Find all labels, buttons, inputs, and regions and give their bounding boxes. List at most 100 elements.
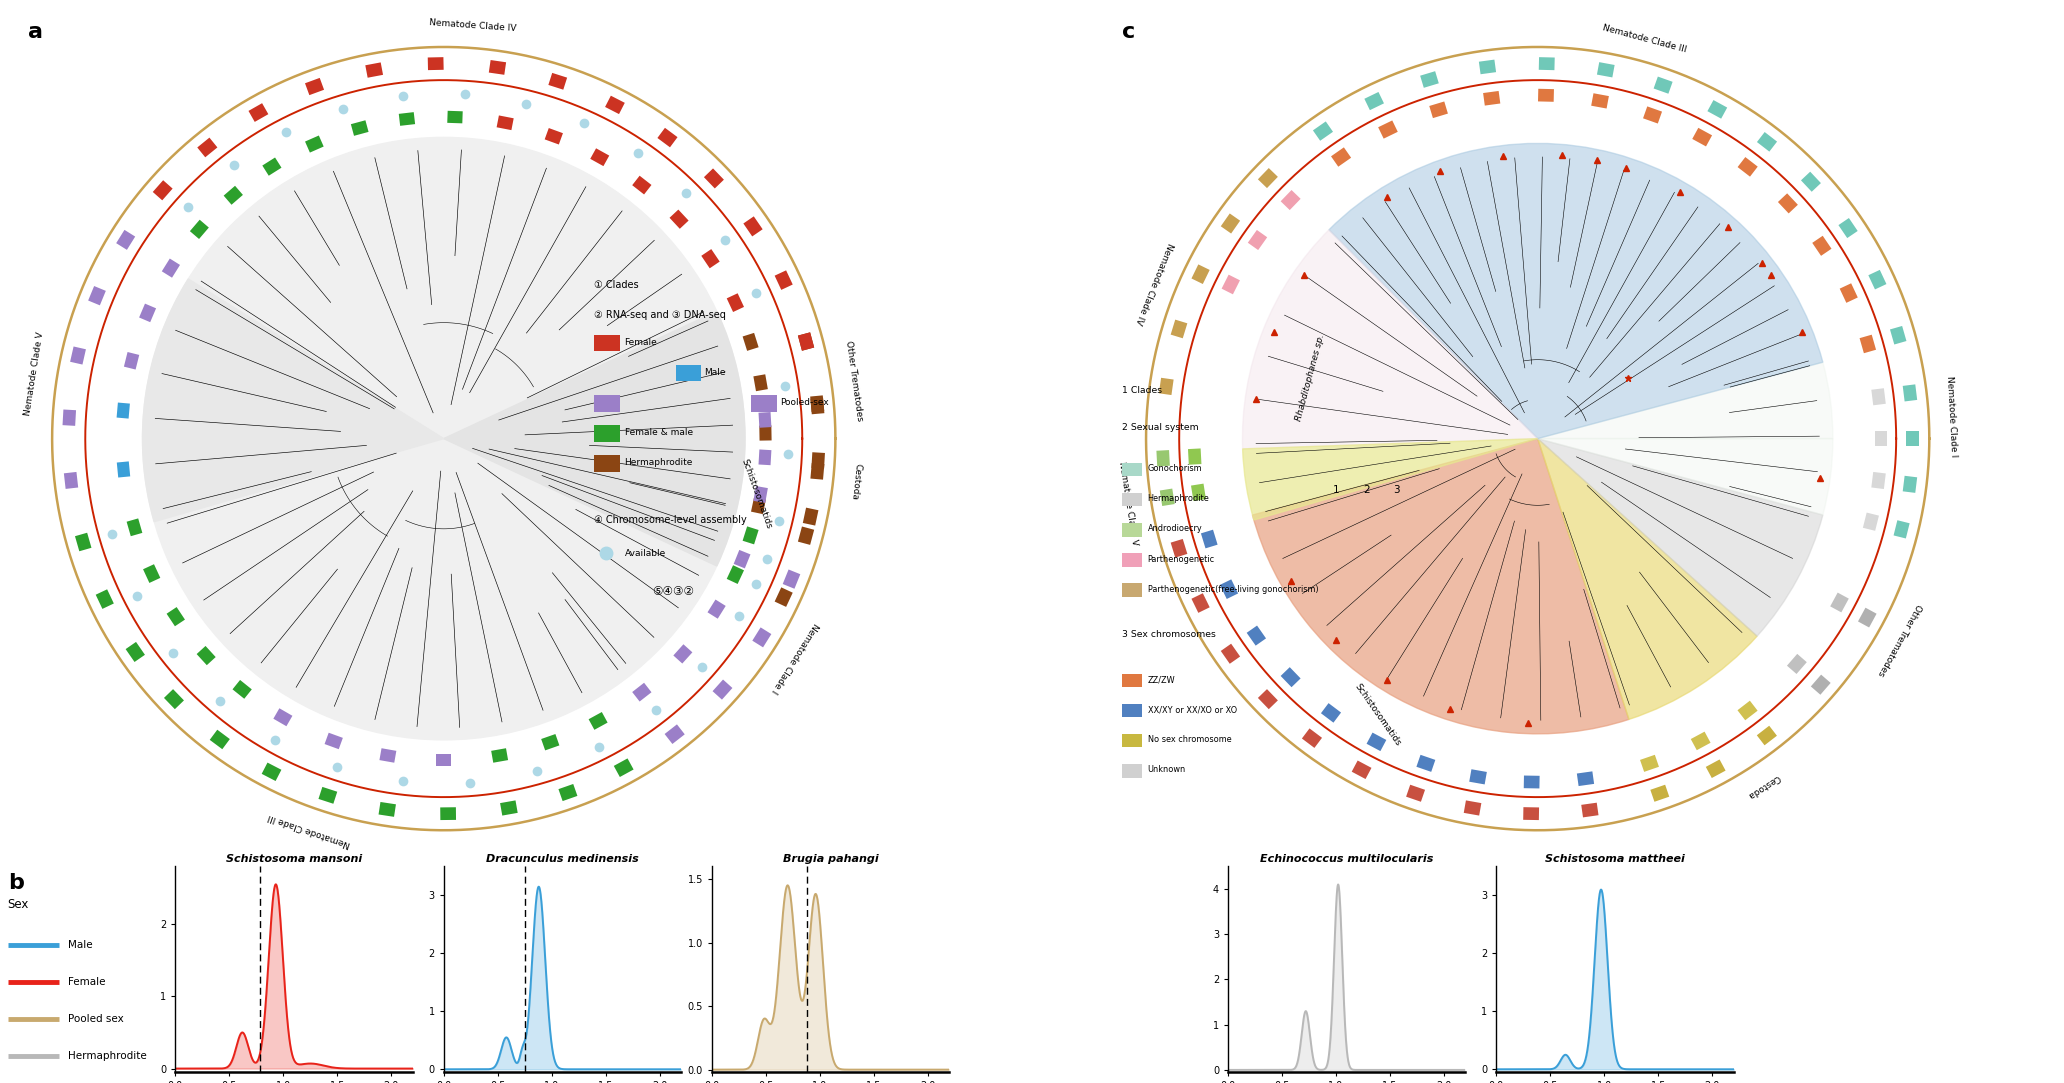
- Text: No sex chromosome: No sex chromosome: [1148, 735, 1232, 744]
- Title: Schistosoma mansoni: Schistosoma mansoni: [225, 854, 363, 864]
- Bar: [196, 645, 217, 665]
- Text: Nematode Clade V: Nematode Clade V: [23, 331, 45, 416]
- Text: Nematode Clade I: Nematode Clade I: [770, 622, 819, 695]
- Bar: [167, 608, 186, 626]
- Bar: [126, 642, 144, 662]
- Bar: [378, 803, 396, 817]
- Bar: [594, 395, 619, 412]
- Bar: [799, 526, 813, 545]
- Bar: [1538, 89, 1554, 102]
- Text: Nematode Clade I: Nematode Clade I: [1944, 376, 1959, 458]
- Bar: [1191, 264, 1210, 284]
- Text: c: c: [1123, 22, 1135, 42]
- Bar: [163, 689, 184, 709]
- Bar: [1651, 785, 1670, 801]
- Bar: [1839, 284, 1858, 303]
- Bar: [138, 303, 157, 322]
- Text: Hermaphrodite: Hermaphrodite: [1148, 494, 1210, 504]
- Text: Male: Male: [704, 368, 727, 377]
- Bar: [305, 135, 324, 153]
- Bar: [760, 426, 772, 441]
- Bar: [811, 462, 824, 480]
- Bar: [811, 397, 824, 415]
- Bar: [1872, 472, 1886, 490]
- Bar: [211, 730, 229, 749]
- Bar: [398, 113, 415, 126]
- Bar: [1540, 57, 1554, 70]
- Bar: [1653, 77, 1672, 94]
- Text: Parthenogenetic(free-living gonochorism): Parthenogenetic(free-living gonochorism): [1148, 585, 1319, 593]
- Text: 3: 3: [1393, 485, 1399, 495]
- Bar: [89, 286, 105, 305]
- Bar: [365, 63, 384, 78]
- Bar: [1364, 92, 1385, 110]
- Bar: [1220, 213, 1240, 234]
- Bar: [262, 157, 281, 175]
- Text: Female: Female: [68, 977, 105, 987]
- Bar: [799, 332, 813, 351]
- Bar: [1123, 674, 1141, 687]
- Bar: [1868, 270, 1886, 289]
- Text: Sex: Sex: [8, 898, 29, 911]
- Bar: [559, 784, 578, 801]
- Bar: [223, 186, 244, 205]
- Bar: [116, 403, 130, 419]
- Bar: [70, 347, 87, 365]
- Text: 1 Clades: 1 Clades: [1123, 387, 1162, 395]
- Bar: [1220, 643, 1240, 664]
- Text: Hermaphrodite: Hermaphrodite: [625, 458, 694, 467]
- Bar: [272, 708, 293, 727]
- Bar: [489, 60, 506, 75]
- Text: XX/XY or XX/XO or XO: XX/XY or XX/XO or XO: [1148, 705, 1236, 715]
- Bar: [1191, 593, 1210, 613]
- Bar: [1280, 190, 1300, 210]
- Text: Nematode Clade V: Nematode Clade V: [1117, 461, 1139, 546]
- Text: ⑤④③②: ⑤④③②: [652, 585, 694, 598]
- Bar: [1191, 484, 1205, 501]
- Bar: [1705, 759, 1726, 778]
- Bar: [499, 800, 518, 815]
- Title: Echinococcus multilocularis: Echinococcus multilocularis: [1261, 854, 1432, 864]
- Bar: [448, 110, 462, 123]
- Bar: [1738, 701, 1759, 720]
- Bar: [1872, 388, 1886, 405]
- Bar: [757, 412, 772, 428]
- Bar: [727, 293, 743, 312]
- Bar: [1903, 384, 1917, 402]
- Text: ② RNA-seq and ③ DNA-seq: ② RNA-seq and ③ DNA-seq: [594, 310, 727, 321]
- Text: Cestoda: Cestoda: [1746, 772, 1781, 800]
- Text: 2: 2: [1362, 485, 1370, 495]
- Wedge shape: [1538, 362, 1833, 439]
- Text: Available: Available: [625, 549, 667, 558]
- Bar: [1220, 579, 1238, 599]
- Bar: [440, 807, 456, 820]
- Title: Brugia pahangi: Brugia pahangi: [782, 854, 879, 864]
- Bar: [1366, 732, 1387, 752]
- Bar: [605, 95, 625, 114]
- Bar: [427, 57, 444, 70]
- Bar: [305, 78, 324, 95]
- Bar: [1484, 91, 1501, 105]
- Bar: [64, 472, 78, 488]
- Bar: [811, 453, 826, 469]
- Bar: [262, 762, 281, 781]
- Bar: [1160, 488, 1174, 506]
- Bar: [1802, 172, 1820, 192]
- Bar: [161, 259, 180, 277]
- Bar: [1416, 755, 1434, 772]
- Bar: [1577, 771, 1593, 786]
- Bar: [1123, 523, 1141, 536]
- Bar: [743, 217, 764, 236]
- Text: Hermaphrodite: Hermaphrodite: [68, 1051, 147, 1060]
- Bar: [1470, 769, 1486, 784]
- Bar: [1831, 592, 1849, 612]
- Bar: [702, 249, 720, 269]
- Text: Nematode Clade IV: Nematode Clade IV: [429, 17, 516, 32]
- Bar: [1707, 100, 1728, 119]
- Bar: [1420, 71, 1439, 88]
- Bar: [1690, 732, 1711, 751]
- Bar: [1123, 553, 1141, 566]
- Bar: [1313, 121, 1333, 141]
- Bar: [753, 486, 768, 503]
- Bar: [1352, 760, 1370, 779]
